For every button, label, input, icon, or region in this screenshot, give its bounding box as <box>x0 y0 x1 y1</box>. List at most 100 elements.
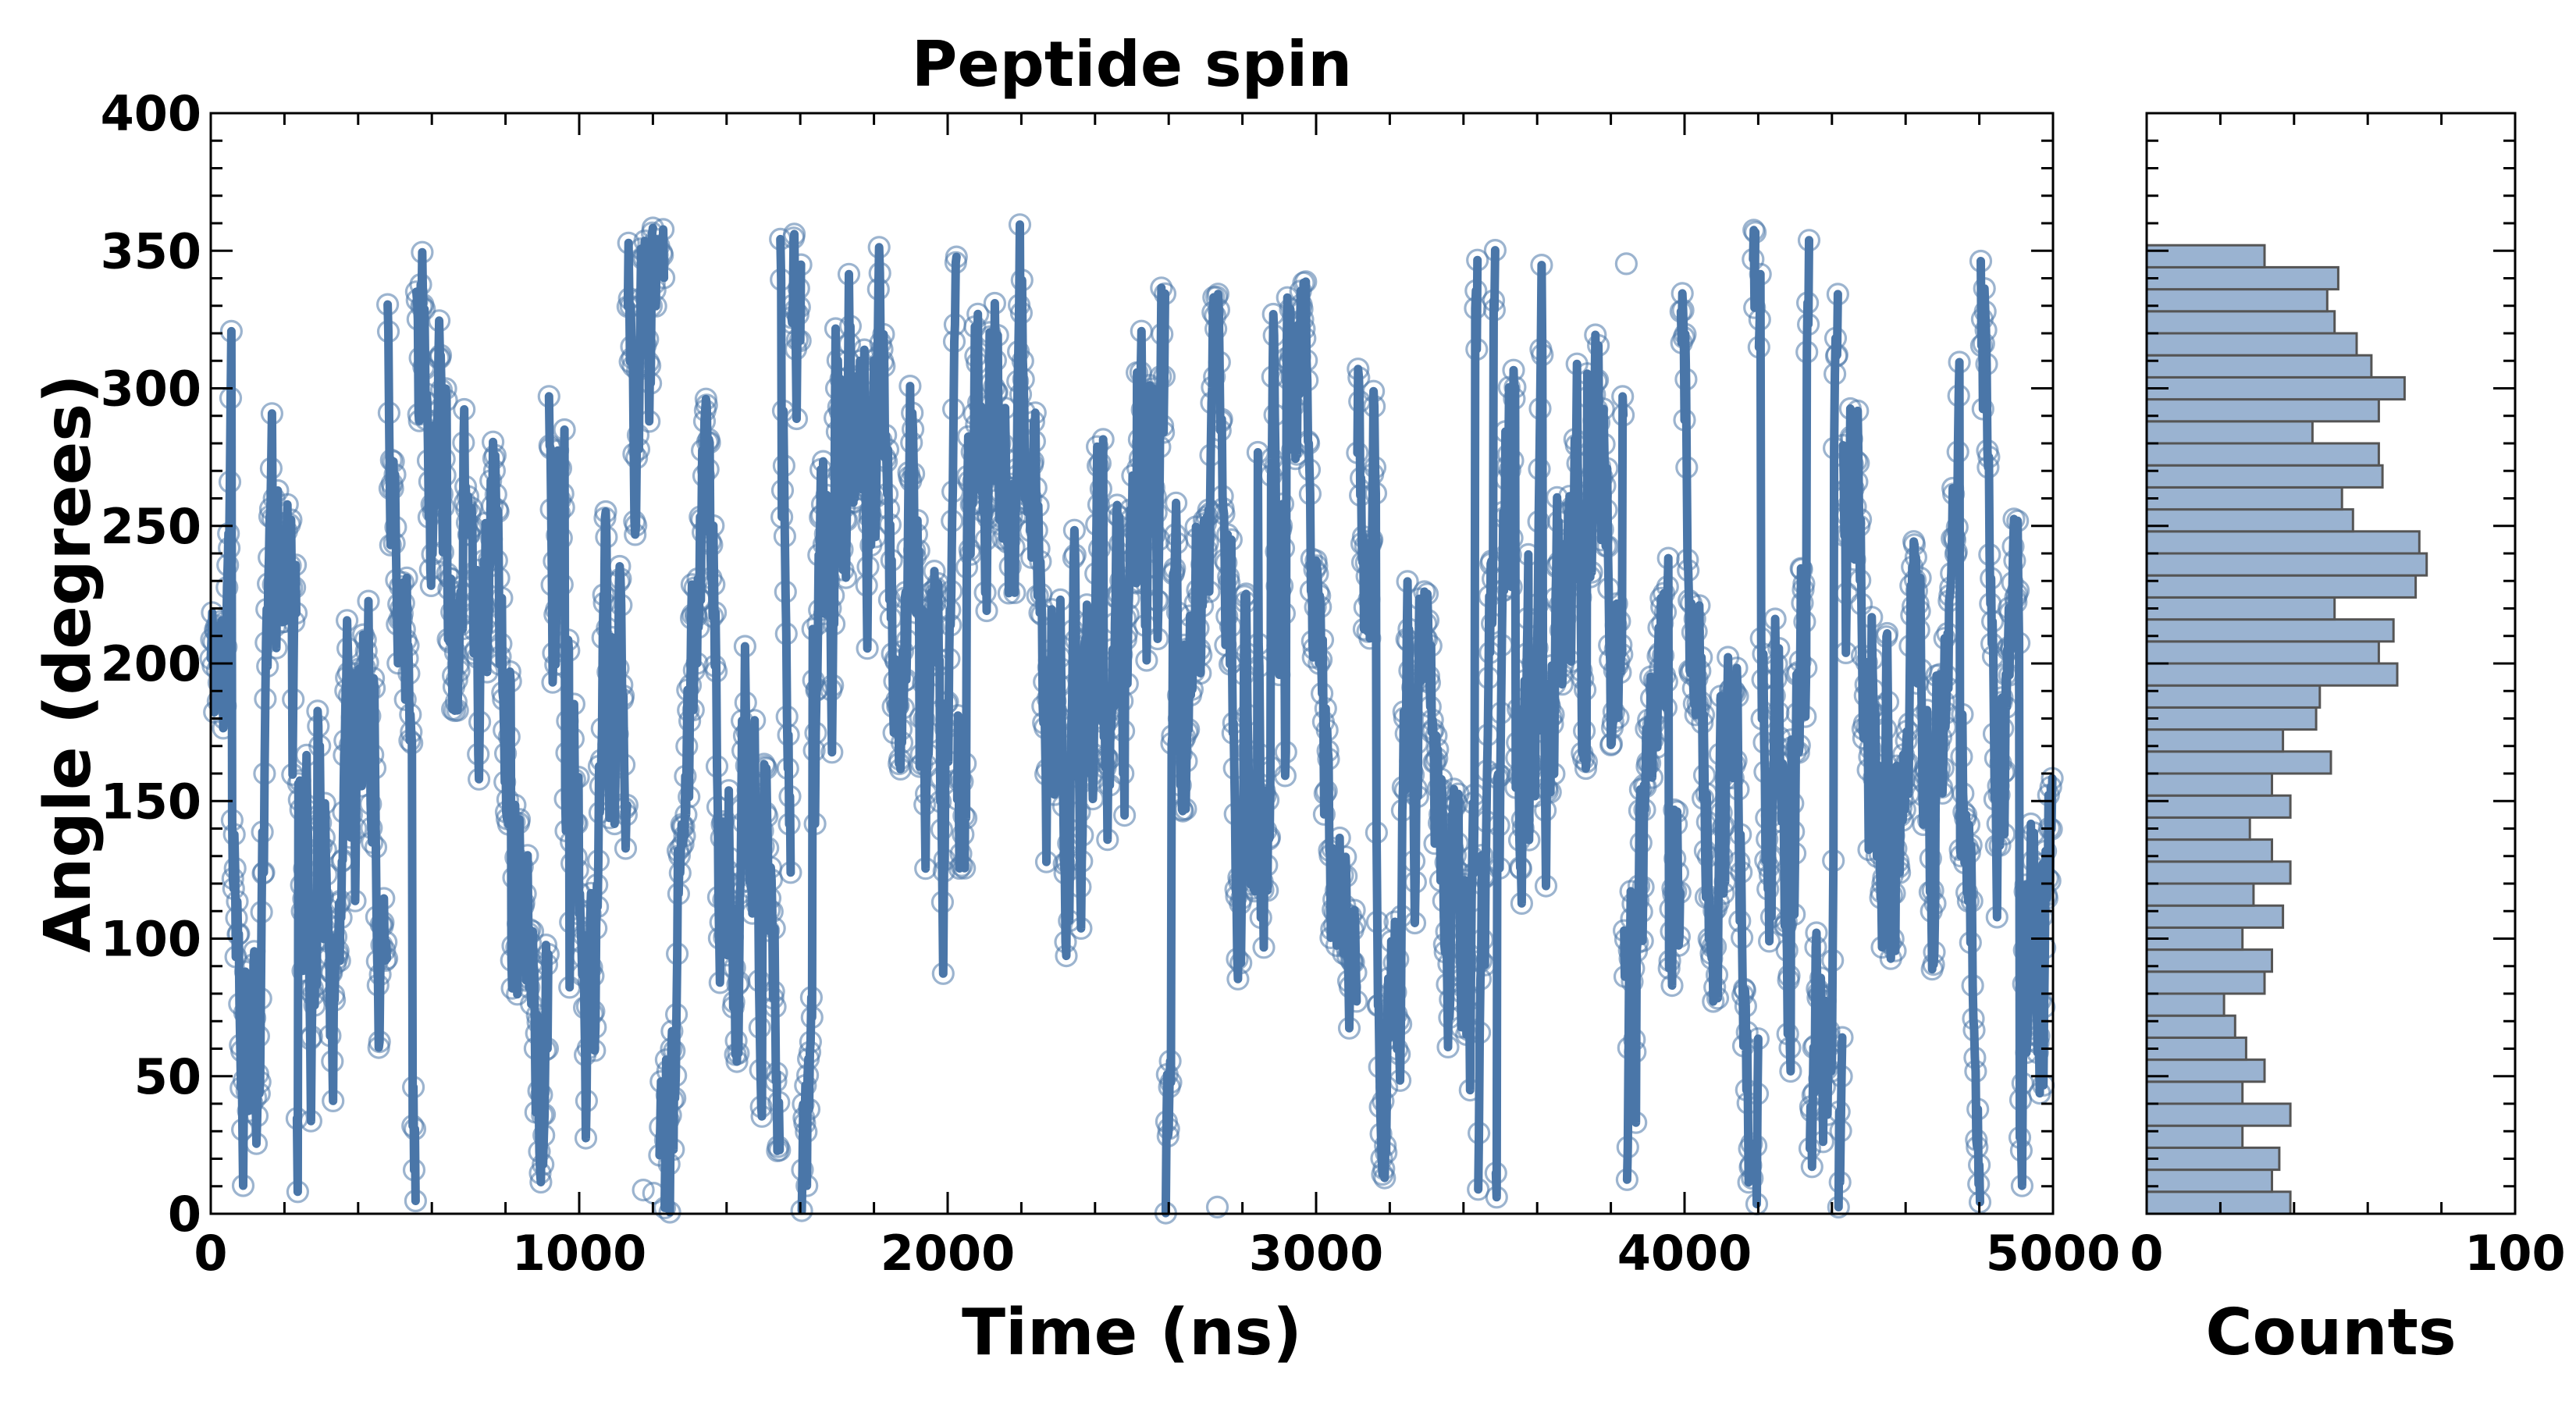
trajectory-segment <box>1474 246 1500 1194</box>
main-tick-labels: 0 1000 2000 3000 4000 5000 0 50 100 150 200 250 300 3… <box>101 85 2121 1282</box>
main-plot: 0 1000 2000 3000 4000 5000 0 50 100 150 200 250 300 3… <box>101 85 2121 1282</box>
y-tick-label: 350 <box>101 222 201 279</box>
trajectory-segment <box>292 596 392 1197</box>
trajectory-segment <box>657 225 669 283</box>
histogram-bar <box>2145 375 2406 401</box>
histogram-bar <box>2145 508 2354 533</box>
histogram-bar <box>2145 464 2384 489</box>
scatter-point <box>1614 252 1638 276</box>
y-tick-label: 50 <box>134 1048 201 1105</box>
main-plot-frame <box>209 112 2055 1215</box>
x-tick-label: 2000 <box>881 1225 1016 1282</box>
trajectory-segment <box>1834 1033 1847 1211</box>
histogram-bar <box>2145 948 2273 973</box>
histogram-bar <box>2145 354 2373 379</box>
trajectory-segment <box>1676 289 1757 1187</box>
histogram-bar <box>2145 1058 2266 1083</box>
histogram-bar <box>2145 1036 2247 1062</box>
trajectory-segment <box>623 238 647 539</box>
histogram-bar <box>2145 574 2418 599</box>
histogram-bar <box>2145 552 2428 577</box>
histogram-bar <box>2145 838 2273 863</box>
trajectory-segment <box>1838 357 1984 1207</box>
histogram-bar <box>2145 1080 2244 1105</box>
y-tick-label: 0 <box>168 1186 201 1243</box>
trajectory-segment <box>776 234 795 877</box>
trajectory-segment <box>1353 255 1482 1183</box>
histogram-bar <box>2145 530 2421 555</box>
histogram-bar <box>2145 310 2336 335</box>
trajectory-segment <box>544 392 632 1143</box>
histogram-bar <box>2145 420 2314 445</box>
histogram-bar <box>2145 1168 2273 1193</box>
histogram-bar <box>2145 486 2343 511</box>
histogram-bar <box>2145 398 2380 423</box>
trajectory-segment <box>660 394 785 1217</box>
histogram-bar <box>2145 662 2399 687</box>
trajectory-segment <box>952 220 1169 961</box>
histogram-bar <box>2145 618 2395 643</box>
histogram-x-tick-label: 0 <box>2129 1225 2163 1282</box>
histogram-bars <box>2145 244 2428 1215</box>
histogram-bar <box>2145 596 2336 621</box>
histogram-bar <box>2145 860 2292 885</box>
trajectory-segment <box>1161 293 1222 1218</box>
histogram-bar <box>2145 1190 2292 1215</box>
histogram-x-tick-label: 100 <box>2464 1225 2565 1282</box>
histogram-bar <box>2145 244 2266 269</box>
trajectory-segment <box>1754 236 1813 1076</box>
y-tick-label: 300 <box>101 361 201 418</box>
histogram-bar <box>2145 684 2322 709</box>
histogram-bar <box>2145 772 2273 797</box>
main-x-axis-label: Time (ns) <box>962 1296 1302 1370</box>
histogram-bar <box>2145 882 2255 907</box>
histogram-bar <box>2145 816 2251 841</box>
histogram-tick-labels: 0 100 <box>2129 1225 2565 1282</box>
y-tick-label: 150 <box>101 773 201 830</box>
x-tick-label: 3000 <box>1249 1225 1384 1282</box>
x-tick-label: 4000 <box>1617 1225 1752 1282</box>
trajectory-segment <box>649 235 664 311</box>
trajectory-segment <box>206 326 301 1190</box>
histogram-bar <box>2145 750 2332 775</box>
x-tick-label: 1000 <box>512 1225 647 1282</box>
x-tick-label: 5000 <box>1986 1225 2121 1282</box>
y-tick-label: 100 <box>101 911 201 968</box>
histogram-bar <box>2145 1014 2236 1039</box>
histogram-bar <box>2145 265 2339 291</box>
histogram-bar <box>2145 1146 2281 1172</box>
y-tick-label: 400 <box>101 85 201 142</box>
y-tick-label: 250 <box>101 498 201 555</box>
trajectory-segment <box>639 223 657 426</box>
histogram-bar <box>2145 1124 2244 1149</box>
histogram-plot: 0 100 <box>2129 112 2566 1282</box>
histogram-bar <box>2145 794 2292 819</box>
trajectory-segment <box>411 247 553 1186</box>
histogram-bar <box>2145 904 2285 929</box>
scatter-point <box>632 1178 655 1202</box>
histogram-bar <box>2145 1102 2292 1127</box>
histogram-bar <box>2145 970 2266 995</box>
chart-title: Peptide spin <box>912 28 1352 101</box>
trajectory-segment <box>1806 290 1842 1172</box>
histogram-bar <box>2145 992 2226 1017</box>
x-tick-label: 0 <box>194 1225 227 1282</box>
main-trajectory-lines <box>206 220 2057 1218</box>
y-tick-label: 200 <box>101 635 201 692</box>
histogram-frame <box>2145 112 2517 1215</box>
trajectory-segment <box>1491 261 1628 1202</box>
main-y-axis-label: Angle (degrees) <box>31 374 105 952</box>
histogram-bar <box>2145 442 2380 467</box>
trajectory-segment <box>1752 1034 1763 1208</box>
trajectory-segment <box>383 300 420 1205</box>
trajectory-segment <box>655 1077 666 1160</box>
histogram-bar <box>2145 728 2285 753</box>
trajectory-segment <box>1622 553 1685 1184</box>
trajectory-segment <box>787 229 806 423</box>
histogram-bar <box>2145 706 2318 731</box>
histogram-bar <box>2145 332 2358 357</box>
histogram-x-axis-label: Counts <box>2205 1296 2456 1370</box>
trajectory-segment <box>1749 226 1760 312</box>
histogram-bar <box>2145 288 2329 313</box>
